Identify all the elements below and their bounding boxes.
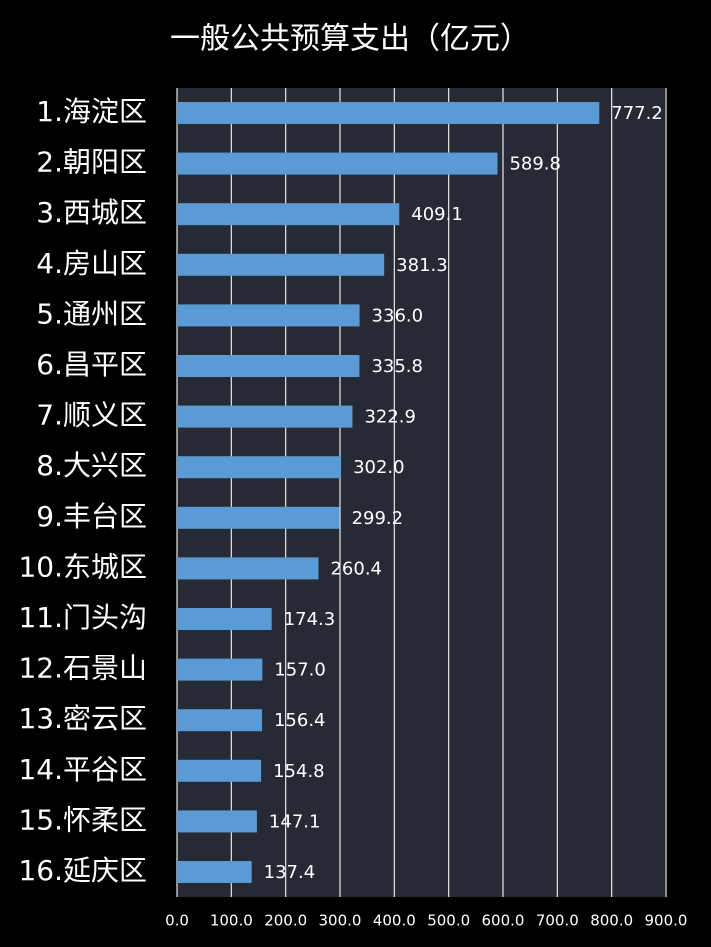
y-tick-label: 6.昌平区: [36, 348, 147, 381]
bar: [177, 355, 360, 377]
x-tick-label: 600.0: [482, 912, 525, 930]
x-tick-label: 0.0: [165, 912, 189, 930]
value-label: 260.4: [330, 558, 382, 579]
chart-title: 一般公共预算支出（亿元）: [170, 22, 530, 57]
y-tick-label: 3.西城区: [36, 196, 147, 229]
y-tick-label: 9.丰台区: [36, 500, 147, 533]
y-tick-label: 8.大兴区: [36, 449, 147, 482]
value-label: 381.3: [396, 255, 448, 276]
y-tick-label: 2.朝阳区: [36, 146, 147, 179]
bar: [177, 456, 342, 479]
bar: [177, 152, 498, 175]
y-tick-label: 11.门头沟: [18, 601, 147, 634]
bar: [177, 253, 385, 276]
value-label: 156.4: [274, 710, 326, 731]
value-label: 322.9: [364, 407, 416, 428]
bar: [177, 102, 600, 124]
x-tick-label: 700.0: [536, 912, 579, 930]
value-label: 409.1: [411, 204, 463, 225]
bar: [177, 557, 319, 580]
value-label: 154.8: [273, 761, 325, 782]
y-tick-label: 14.平谷区: [18, 753, 147, 786]
x-tick-label: 400.0: [373, 912, 416, 930]
x-tick-label: 500.0: [427, 912, 470, 930]
bar: [177, 709, 262, 732]
x-tick-label: 900.0: [645, 912, 688, 930]
y-tick-label: 12.石景山: [18, 652, 147, 685]
y-tick-label: 13.密云区: [18, 702, 147, 735]
value-label: 336.0: [372, 305, 424, 326]
value-label: 777.2: [611, 103, 663, 124]
bar: [177, 658, 263, 681]
bar: [177, 405, 353, 428]
bar: [177, 810, 257, 833]
value-label: 335.8: [371, 356, 423, 377]
x-tick-label: 100.0: [210, 912, 253, 930]
y-tick-label: 1.海淀区: [36, 95, 147, 128]
value-label: 174.3: [284, 609, 336, 630]
value-label: 137.4: [264, 862, 316, 883]
x-tick-label: 200.0: [264, 912, 307, 930]
value-label: 302.0: [353, 457, 405, 478]
value-label: 147.1: [269, 811, 321, 832]
y-tick-label: 16.延庆区: [18, 854, 147, 887]
bar: [177, 759, 262, 782]
y-tick-label: 5.通州区: [36, 297, 147, 330]
x-tick-label: 300.0: [319, 912, 362, 930]
bar: [177, 506, 340, 529]
x-tick-label: 800.0: [590, 912, 633, 930]
y-tick-label: 4.房山区: [36, 247, 147, 280]
bar: [177, 861, 252, 883]
bar: [177, 203, 400, 226]
value-label: 589.8: [509, 154, 561, 175]
bar: [177, 608, 272, 630]
y-tick-label: 7.顺义区: [36, 399, 147, 432]
y-tick-label: 10.东城区: [18, 550, 147, 583]
y-tick-label: 15.怀柔区: [18, 803, 147, 836]
bar: [177, 304, 360, 327]
value-label: 299.2: [352, 508, 404, 529]
value-label: 157.0: [274, 660, 326, 681]
